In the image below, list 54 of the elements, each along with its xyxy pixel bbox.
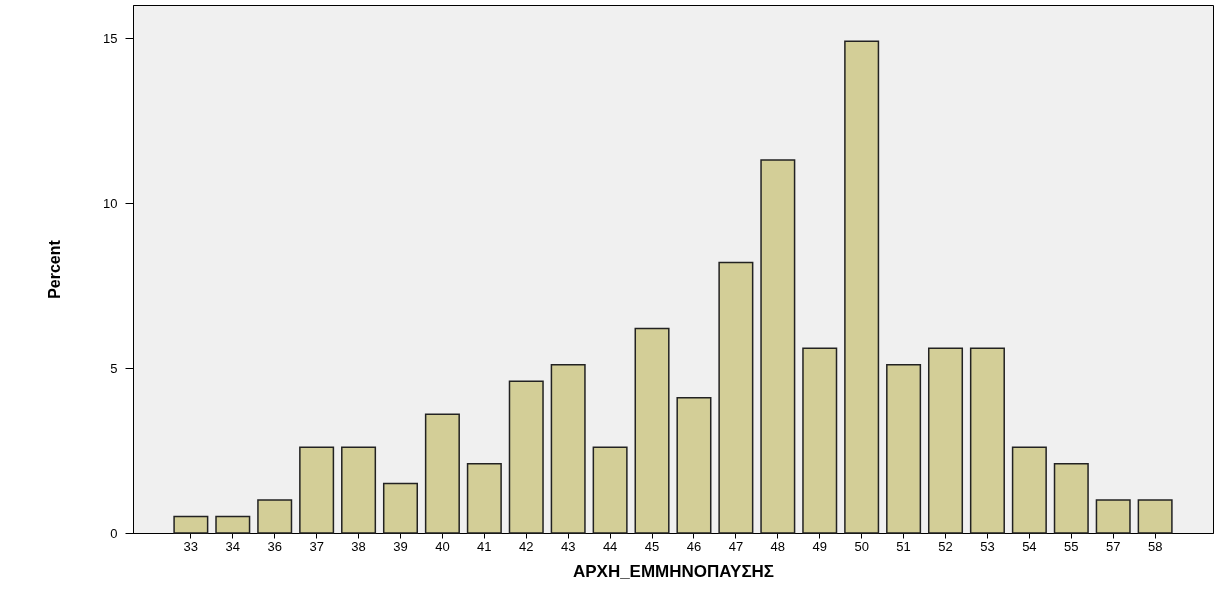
x-tick-label: 52 <box>938 538 953 554</box>
bar <box>424 413 460 534</box>
x-tick-label: 34 <box>225 538 241 554</box>
x-tick-label: 48 <box>770 538 786 554</box>
bar <box>1053 462 1089 534</box>
bar <box>718 261 754 534</box>
x-tick-label: 40 <box>435 538 450 554</box>
x-tick-label: 54 <box>1022 538 1037 554</box>
x-tick-label: 42 <box>519 538 534 554</box>
bar <box>341 446 377 534</box>
x-tick-label: 46 <box>686 538 702 554</box>
bar <box>173 515 209 534</box>
bar <box>802 347 838 534</box>
bar <box>257 499 293 534</box>
x-tick-label: 58 <box>1147 538 1163 554</box>
x-tick-label: 55 <box>1064 538 1079 554</box>
bar <box>928 347 964 534</box>
x-tick-label: 50 <box>854 538 869 554</box>
bar <box>215 515 251 534</box>
x-tick-label: 47 <box>728 538 744 554</box>
bar <box>760 159 796 534</box>
x-tick-label: 38 <box>351 538 366 554</box>
x-tick-label: 37 <box>309 538 324 554</box>
x-tick-label: 41 <box>477 538 492 554</box>
x-tick-label: 36 <box>267 538 282 554</box>
bar <box>299 446 335 534</box>
bar <box>634 327 670 534</box>
x-tick-label: 49 <box>812 538 827 554</box>
y-tick-label: 15 <box>103 30 118 46</box>
bar <box>466 462 502 534</box>
y-axis-title: Percent <box>46 239 64 299</box>
x-tick-label: 53 <box>980 538 995 554</box>
bar <box>550 363 586 534</box>
bar <box>508 380 544 534</box>
bar <box>382 482 418 534</box>
bar <box>1095 499 1131 534</box>
x-tick-label: 33 <box>183 538 199 554</box>
bar <box>1137 499 1173 534</box>
bar <box>1011 446 1047 534</box>
x-tick-label: 43 <box>560 538 576 554</box>
bar <box>886 363 922 534</box>
bar <box>969 347 1005 534</box>
x-tick-label: 45 <box>644 538 660 554</box>
x-tick-label: 44 <box>602 538 618 554</box>
x-tick-label: 39 <box>393 538 408 554</box>
x-tick-label: 57 <box>1105 538 1121 554</box>
bar <box>844 40 880 534</box>
x-tick-label: 51 <box>896 538 911 554</box>
y-tick-label: 10 <box>103 195 118 211</box>
bar <box>676 396 712 534</box>
y-tick-label: 5 <box>110 360 118 376</box>
bar <box>592 446 628 534</box>
y-tick-label: 0 <box>110 525 118 541</box>
x-axis-title: ΑΡΧΗ_ΕΜΜΗΝΟΠΑΥΣΗΣ <box>572 561 775 581</box>
